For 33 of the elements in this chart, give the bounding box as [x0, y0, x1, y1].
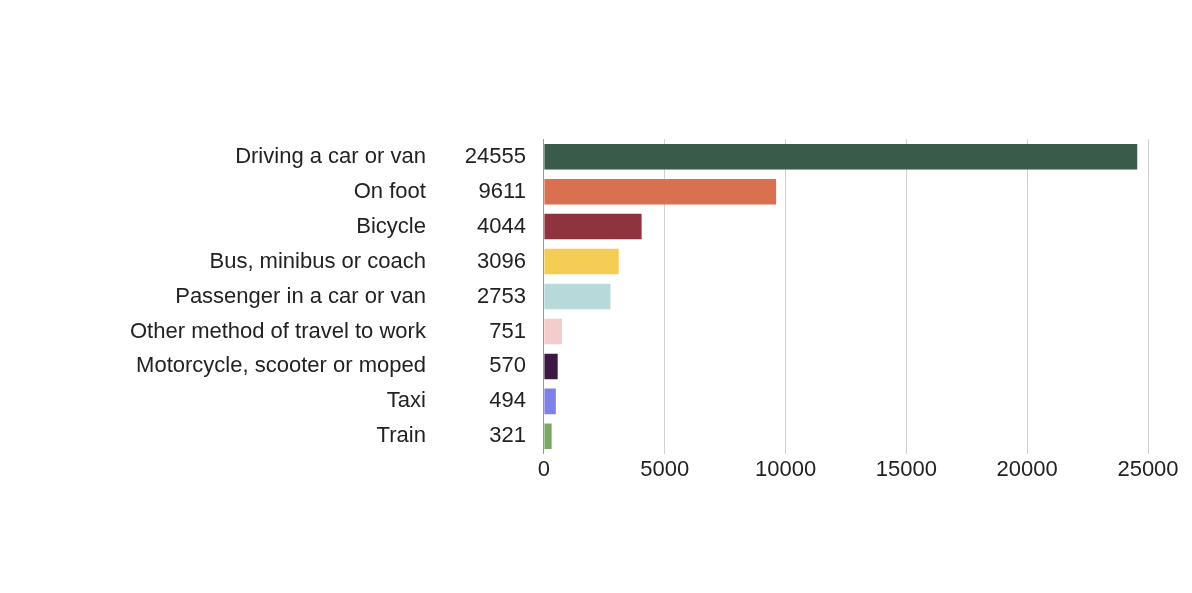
x-tick-label: 10000 [754, 456, 817, 482]
data-label: 24555 [464, 142, 526, 168]
data-label: 9611 [478, 177, 526, 203]
data-label: 3096 [476, 247, 526, 273]
data-label: 494 [489, 387, 526, 413]
y-tick-label: Other method of travel to work [130, 317, 427, 343]
y-tick-label: Motorcycle, scooter or moped [136, 352, 426, 378]
y-tick-label: Bicycle [356, 212, 426, 238]
y-tick-label: On foot [353, 177, 426, 203]
bar [544, 143, 1138, 170]
x-tick-label: 25000 [1117, 456, 1179, 482]
x-tick-label: 15000 [875, 456, 937, 482]
data-label: 2753 [476, 282, 526, 308]
bar [544, 248, 619, 275]
x-tick-label: 0 [537, 456, 551, 482]
data-label: 751 [489, 317, 526, 343]
y-tick-label: Train [376, 422, 426, 448]
y-tick-label: Driving a car or van [235, 142, 426, 168]
x-tick-label: 20000 [996, 456, 1058, 482]
y-tick-label: Passenger in a car or van [175, 282, 426, 308]
y-tick-label: Bus, minibus or coach [209, 247, 426, 273]
y-tick-label: Taxi [386, 387, 426, 413]
bar [544, 283, 611, 310]
bar [544, 213, 642, 240]
x-tick-label: 5000 [640, 456, 690, 482]
data-label: 4044 [476, 212, 526, 238]
bar [544, 353, 558, 380]
bar [544, 423, 552, 450]
data-label: 570 [489, 352, 526, 378]
bar [544, 178, 777, 205]
bar [544, 388, 556, 415]
bar [544, 318, 563, 345]
data-label: 321 [489, 422, 526, 448]
